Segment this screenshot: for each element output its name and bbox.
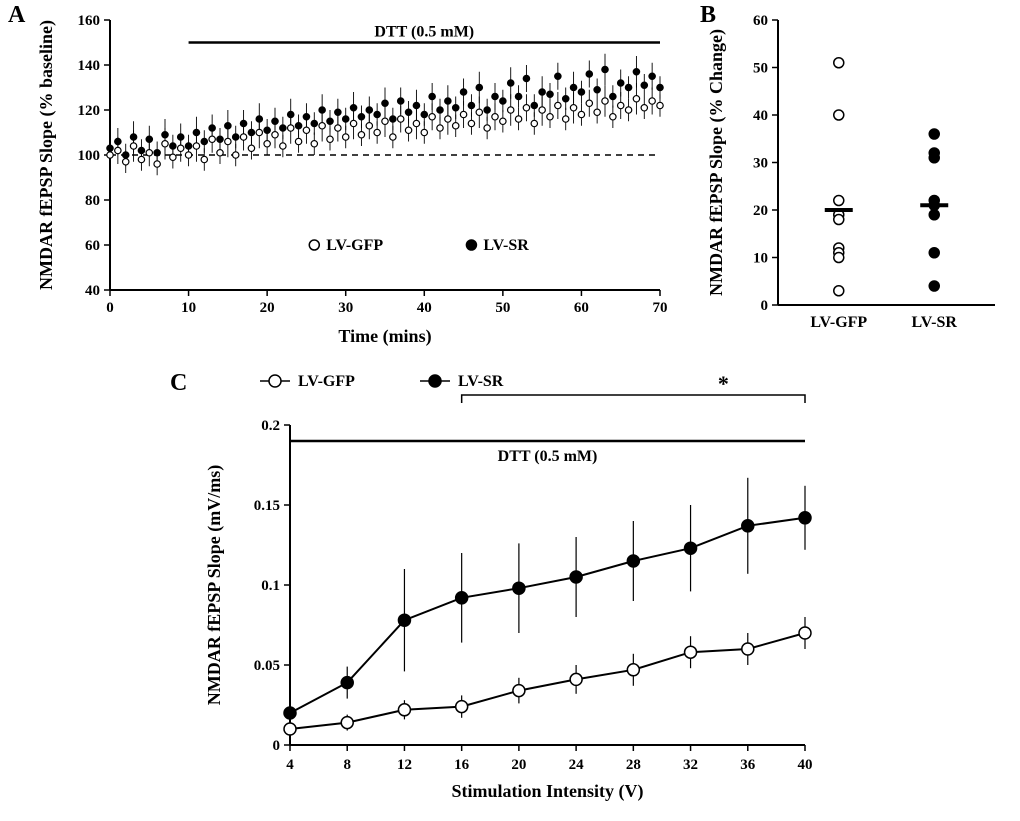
svg-text:80: 80: [85, 193, 100, 209]
svg-text:Stimulation Intensity (V): Stimulation Intensity (V): [451, 781, 643, 802]
svg-text:20: 20: [260, 300, 275, 316]
panel-a-chart: 0 10 20 30 40 50 60 70 40 60 80 100 120 140 160 Time (m…: [30, 0, 680, 360]
svg-text:Time (mins): Time (mins): [338, 326, 431, 347]
panel-b-chart: 0 10 20 30 40 50 60 LV-GFP LV-SR NMDAR fEPSP Slop…: [700, 0, 1010, 360]
svg-text:LV-GFP: LV-GFP: [810, 314, 867, 331]
svg-text:60: 60: [85, 238, 100, 254]
svg-text:10: 10: [181, 300, 196, 316]
svg-text:50: 50: [753, 61, 768, 77]
svg-text:LV-GFP: LV-GFP: [326, 237, 383, 254]
svg-text:DTT (0.5 mM): DTT (0.5 mM): [374, 24, 474, 41]
svg-text:40: 40: [753, 108, 768, 124]
svg-text:12: 12: [397, 757, 412, 773]
svg-text:LV-SR: LV-SR: [458, 373, 504, 390]
svg-text:50: 50: [495, 300, 510, 316]
svg-text:30: 30: [338, 300, 353, 316]
svg-text:LV-GFP: LV-GFP: [298, 373, 355, 390]
svg-text:30: 30: [753, 156, 768, 172]
svg-text:100: 100: [78, 148, 101, 164]
svg-text:0: 0: [273, 738, 281, 754]
svg-text:36: 36: [740, 757, 756, 773]
svg-text:70: 70: [653, 300, 668, 316]
svg-text:120: 120: [78, 103, 101, 119]
panel-c-chart: 4 8 12 16 20 24 28 32 36 40 0 0.05 0.1 0.15 0.2 Stimula…: [190, 365, 830, 815]
svg-text:NMDAR fEPSP Slope (% Change): NMDAR fEPSP Slope (% Change): [706, 29, 727, 296]
svg-text:60: 60: [574, 300, 589, 316]
svg-text:28: 28: [626, 757, 641, 773]
svg-text:24: 24: [569, 757, 585, 773]
svg-text:0.15: 0.15: [254, 498, 280, 514]
svg-text:NMDAR fEPSP Slope (mV/ms): NMDAR fEPSP Slope (mV/ms): [204, 465, 225, 706]
svg-text:20: 20: [511, 757, 526, 773]
svg-text:160: 160: [78, 13, 101, 29]
svg-text:DTT (0.5 mM): DTT (0.5 mM): [498, 448, 598, 465]
svg-text:8: 8: [343, 757, 351, 773]
svg-text:20: 20: [753, 203, 768, 219]
svg-text:0.1: 0.1: [261, 578, 280, 594]
svg-text:*: *: [718, 371, 729, 396]
svg-text:LV-SR: LV-SR: [912, 314, 958, 331]
svg-text:0: 0: [106, 300, 114, 316]
svg-text:LV-SR: LV-SR: [483, 237, 529, 254]
svg-text:0.2: 0.2: [261, 418, 280, 434]
svg-text:NMDAR fEPSP Slope (% baseline): NMDAR fEPSP Slope (% baseline): [36, 20, 57, 290]
svg-text:140: 140: [78, 58, 101, 74]
svg-text:10: 10: [753, 251, 768, 267]
svg-text:40: 40: [417, 300, 432, 316]
svg-text:32: 32: [683, 757, 698, 773]
svg-text:0.05: 0.05: [254, 658, 280, 674]
svg-text:40: 40: [85, 283, 100, 299]
svg-text:4: 4: [286, 757, 294, 773]
svg-text:0: 0: [761, 298, 769, 314]
svg-text:40: 40: [798, 757, 813, 773]
panel-c-label: C: [170, 370, 187, 397]
svg-text:16: 16: [454, 757, 470, 773]
svg-text:60: 60: [753, 13, 768, 29]
panel-a-label: A: [8, 2, 25, 29]
